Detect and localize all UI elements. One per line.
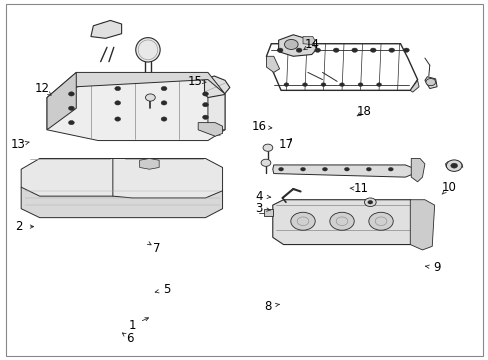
Polygon shape xyxy=(278,35,316,56)
Polygon shape xyxy=(91,21,122,39)
Text: 14: 14 xyxy=(304,38,319,51)
Circle shape xyxy=(261,159,270,166)
Text: 18: 18 xyxy=(356,105,371,118)
Polygon shape xyxy=(198,123,222,136)
Circle shape xyxy=(302,83,307,86)
Text: 7: 7 xyxy=(153,242,160,255)
Polygon shape xyxy=(207,80,224,130)
Circle shape xyxy=(145,94,155,101)
Text: 4: 4 xyxy=(255,190,263,203)
Text: 11: 11 xyxy=(353,183,368,195)
Circle shape xyxy=(425,78,435,86)
Circle shape xyxy=(115,101,121,105)
Circle shape xyxy=(367,201,372,204)
Polygon shape xyxy=(445,161,448,167)
Polygon shape xyxy=(204,76,229,98)
Polygon shape xyxy=(409,80,418,92)
Circle shape xyxy=(284,40,298,49)
Circle shape xyxy=(344,167,348,171)
Circle shape xyxy=(364,198,375,207)
Text: 5: 5 xyxy=(163,283,170,296)
Polygon shape xyxy=(47,72,224,98)
Circle shape xyxy=(369,48,375,52)
Polygon shape xyxy=(303,37,315,44)
Text: 6: 6 xyxy=(126,332,133,345)
Text: 17: 17 xyxy=(278,138,293,151)
Circle shape xyxy=(403,48,408,52)
Polygon shape xyxy=(140,158,159,169)
Circle shape xyxy=(161,86,166,91)
Ellipse shape xyxy=(136,38,160,62)
Polygon shape xyxy=(21,158,130,196)
Text: 1: 1 xyxy=(128,319,136,332)
Circle shape xyxy=(263,144,272,151)
Text: 12: 12 xyxy=(35,82,50,95)
Circle shape xyxy=(321,83,325,86)
Circle shape xyxy=(351,48,357,52)
Text: 9: 9 xyxy=(432,261,440,274)
Text: 8: 8 xyxy=(264,300,271,313)
Text: 2: 2 xyxy=(16,220,23,233)
Circle shape xyxy=(368,212,392,230)
Circle shape xyxy=(300,167,305,171)
Circle shape xyxy=(284,83,288,86)
Circle shape xyxy=(278,167,283,171)
Text: 15: 15 xyxy=(187,75,202,88)
Circle shape xyxy=(329,212,353,230)
Circle shape xyxy=(202,103,208,107)
Circle shape xyxy=(388,48,394,52)
Circle shape xyxy=(387,167,392,171)
Polygon shape xyxy=(424,77,436,89)
Polygon shape xyxy=(458,161,462,167)
Text: 3: 3 xyxy=(255,202,262,215)
Circle shape xyxy=(161,101,166,105)
Circle shape xyxy=(376,83,381,86)
Polygon shape xyxy=(409,200,434,250)
Circle shape xyxy=(202,92,208,96)
Circle shape xyxy=(332,48,338,52)
Circle shape xyxy=(446,160,461,171)
Polygon shape xyxy=(272,200,424,244)
Polygon shape xyxy=(113,158,222,198)
Circle shape xyxy=(357,83,362,86)
Polygon shape xyxy=(21,176,222,218)
Circle shape xyxy=(366,167,370,171)
Circle shape xyxy=(322,167,327,171)
Circle shape xyxy=(115,86,121,91)
Circle shape xyxy=(290,212,315,230)
Circle shape xyxy=(115,117,121,121)
Circle shape xyxy=(68,121,74,125)
Text: 10: 10 xyxy=(441,181,456,194)
Polygon shape xyxy=(47,80,224,140)
Circle shape xyxy=(161,117,166,121)
Circle shape xyxy=(68,92,74,96)
Circle shape xyxy=(202,115,208,120)
Circle shape xyxy=(450,163,457,168)
Circle shape xyxy=(68,106,74,111)
Polygon shape xyxy=(264,209,272,216)
Circle shape xyxy=(296,48,302,52)
Circle shape xyxy=(277,48,283,52)
Text: 16: 16 xyxy=(251,121,266,134)
Polygon shape xyxy=(272,165,413,177)
Circle shape xyxy=(314,48,320,52)
Polygon shape xyxy=(266,56,279,72)
Text: 13: 13 xyxy=(10,138,25,151)
Circle shape xyxy=(339,83,344,86)
Polygon shape xyxy=(410,158,424,182)
Polygon shape xyxy=(47,72,76,130)
